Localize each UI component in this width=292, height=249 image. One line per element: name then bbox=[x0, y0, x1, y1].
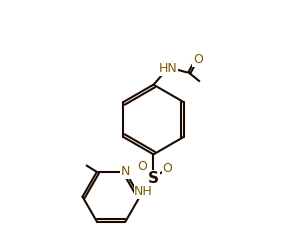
Text: NH: NH bbox=[134, 185, 153, 198]
Text: N: N bbox=[121, 165, 130, 179]
Text: O: O bbox=[162, 162, 172, 175]
Text: HN: HN bbox=[159, 62, 178, 75]
Text: O: O bbox=[137, 160, 147, 173]
Text: O: O bbox=[193, 53, 203, 66]
Text: S: S bbox=[148, 171, 159, 186]
